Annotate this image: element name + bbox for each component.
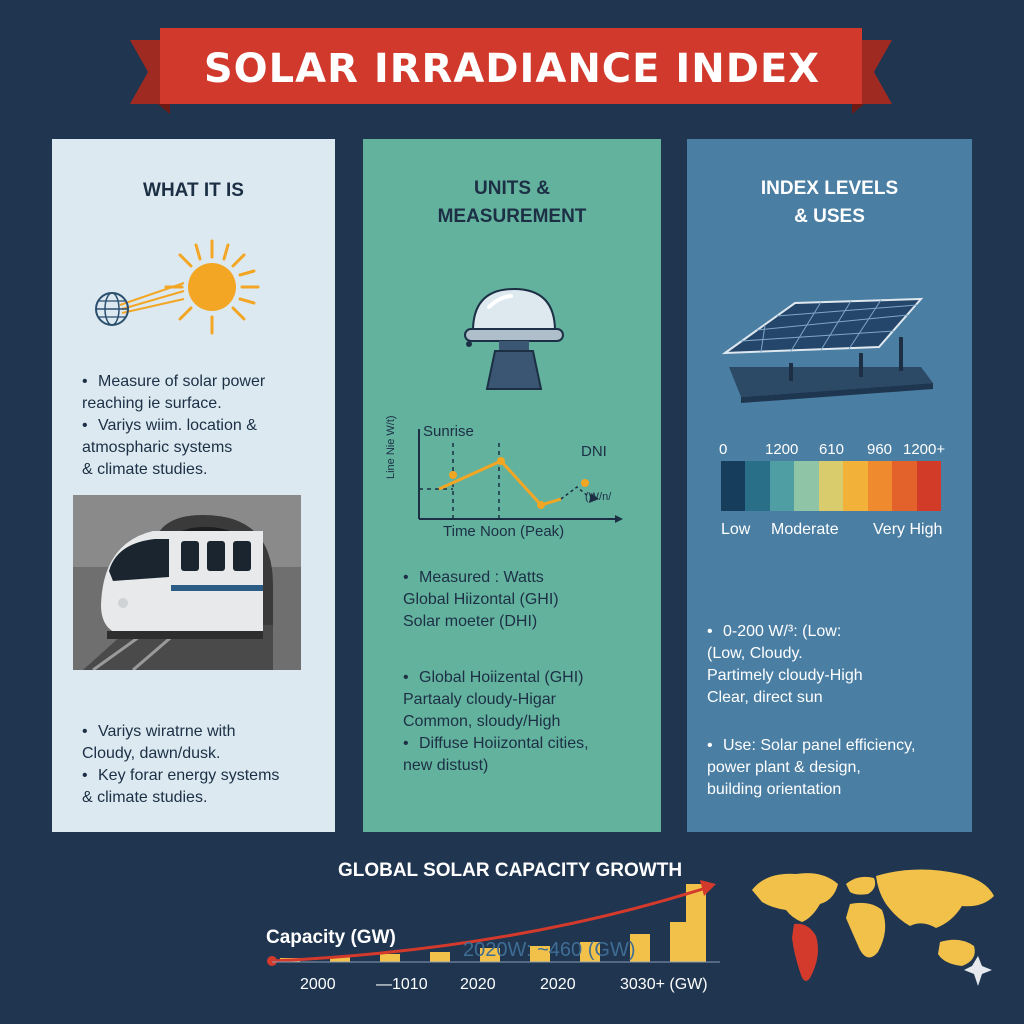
growth-bar bbox=[670, 922, 690, 962]
growth-bar bbox=[330, 956, 350, 962]
title-banner bbox=[130, 28, 892, 116]
growth-x-tick: 2020 bbox=[460, 976, 496, 993]
capacity-growth-chart bbox=[267, 880, 720, 966]
scale-segment bbox=[769, 461, 795, 511]
panel-title-line1: INDEX LEVELS bbox=[760, 178, 899, 199]
scale-caption: Moderate bbox=[771, 521, 839, 538]
what-bullets-bottom: Variys wiratrne with Cloudy, dawn/dusk. Ke… bbox=[82, 721, 332, 809]
what-bullets-top: Measure of solar power reaching ie surfac… bbox=[82, 371, 322, 481]
growth-bar bbox=[630, 934, 650, 962]
bullet-line: Use: Solar panel efficiency, bbox=[707, 735, 967, 757]
growth-title: GLOBAL SOLAR CAPACITY GROWTH bbox=[337, 860, 683, 881]
bullet-line: atmospharic systems bbox=[82, 439, 233, 456]
bullet-line: Variys wiim. location & bbox=[82, 415, 322, 437]
scale-segment bbox=[867, 461, 893, 511]
scale-tick-label: 1200 bbox=[765, 441, 799, 458]
bullet-line: Partimely cloudy-High bbox=[707, 667, 863, 684]
bullet-line: Diffuse Hoiizontal cities, bbox=[403, 733, 658, 755]
scale-segment bbox=[745, 461, 770, 511]
panel-title-line1: UNITS & bbox=[474, 178, 550, 199]
scale-segment bbox=[721, 461, 746, 511]
panel-title-line2: MEASUREMENT bbox=[437, 206, 587, 227]
panel-index-levels: INDEX LEVELS & USES 0-200 W/³: (Low: (Low… bbox=[687, 139, 972, 832]
scale-segment bbox=[818, 461, 844, 511]
irradiance-line-chart bbox=[418, 429, 623, 523]
chart-label-sunrise: Sunrise bbox=[423, 423, 474, 440]
bullet-line: Clear, direct sun bbox=[707, 689, 823, 706]
bullet-line: Key forar energy systems bbox=[82, 765, 332, 787]
scale-segment bbox=[843, 461, 868, 511]
bullet-line: building orientation bbox=[707, 781, 842, 798]
solar-panel-icon bbox=[721, 297, 933, 403]
growth-x-tick: —1010 bbox=[376, 976, 428, 993]
bullet-line: Partaaly cloudy-Higar bbox=[403, 691, 556, 708]
page-title: SOLAR IRRADIANCE INDEX bbox=[203, 46, 821, 92]
scale-tick-label: 1200+ bbox=[903, 441, 946, 458]
growth-bars bbox=[280, 884, 706, 962]
growth-bar bbox=[530, 946, 550, 962]
world-map-icon bbox=[752, 869, 994, 986]
train-icon bbox=[73, 495, 301, 670]
levels-bullets-bottom: Use: Solar panel efficiency, power plant … bbox=[707, 735, 967, 801]
bullet-line: Measure of solar power bbox=[82, 371, 322, 393]
growth-bar bbox=[580, 942, 600, 962]
bullet-line: new distust) bbox=[403, 757, 489, 774]
bullet-line: Variys wiratrne with bbox=[82, 721, 332, 743]
bullet-line: & climate studies. bbox=[82, 461, 208, 478]
sun-globe-icon bbox=[95, 239, 260, 335]
growth-x-tick: 2020 bbox=[540, 976, 576, 993]
bullet-line: 0-200 W/³: (Low: bbox=[707, 621, 967, 643]
bullet-line: Global Hiizontal (GHI) bbox=[403, 591, 559, 608]
bullet-line: reaching ie surface. bbox=[82, 395, 222, 412]
scale-caption: Very High bbox=[873, 521, 943, 538]
levels-bullets-mid: 0-200 W/³: (Low: (Low, Cloudy. Partimely c… bbox=[707, 621, 967, 709]
scale-segment bbox=[916, 461, 941, 511]
chart-ylabel: Line Nie W/t) bbox=[385, 415, 397, 479]
bullet-line: Measured : Watts bbox=[403, 567, 653, 589]
units-bullets-mid: Measured : Watts Global Hiizontal (GHI) So… bbox=[403, 567, 653, 633]
growth-x-tick: 3030+ (GW) bbox=[620, 976, 708, 993]
bullet-line: (Low, Cloudy. bbox=[707, 645, 803, 662]
chart-xlabel: Time Noon (Peak) bbox=[443, 523, 565, 540]
growth-annotation: 2020W: ~460 (GW) bbox=[463, 939, 636, 961]
scale-caption: Low bbox=[721, 521, 751, 538]
scale-segment bbox=[794, 461, 819, 511]
bullet-line: Cloudy, dawn/dusk. bbox=[82, 745, 221, 762]
scale-segment bbox=[892, 461, 917, 511]
banner-ribbon-shape bbox=[130, 28, 892, 114]
growth-bar bbox=[480, 948, 500, 962]
scale-tick-label: 610 bbox=[819, 441, 845, 458]
growth-ylabel: Capacity (GW) bbox=[266, 927, 396, 948]
bullet-line: power plant & design, bbox=[707, 759, 861, 776]
chart-label-dni: DNI bbox=[581, 443, 607, 460]
bullet-line: Common, sloudy/High bbox=[403, 713, 561, 730]
panel-units-measurement: UNITS & MEASUREMENT Line Nie W/t) Sunris… bbox=[363, 139, 661, 832]
bullet-line: & climate studies. bbox=[82, 789, 208, 806]
chart-label-unit: (W/n/ bbox=[585, 491, 612, 503]
bullet-line: Solar moeter (DHI) bbox=[403, 613, 538, 630]
bullet-line: Global Hoiizental (GHI) bbox=[403, 667, 658, 689]
panel-title-line2: & USES bbox=[794, 206, 865, 227]
growth-bar bbox=[380, 954, 400, 962]
growth-bar bbox=[430, 952, 450, 962]
scale-tick-label: 0 bbox=[719, 441, 728, 458]
irradiance-color-scale bbox=[721, 461, 941, 511]
scale-tick-label: 960 bbox=[867, 441, 893, 458]
growth-x-tick: 2000 bbox=[300, 976, 336, 993]
units-bullets-bottom: Global Hoiizental (GHI) Partaaly cloudy-H… bbox=[403, 667, 658, 777]
panel-title: WHAT IT IS bbox=[143, 180, 244, 201]
pyranometer-icon bbox=[464, 287, 564, 390]
growth-bar bbox=[686, 884, 706, 962]
